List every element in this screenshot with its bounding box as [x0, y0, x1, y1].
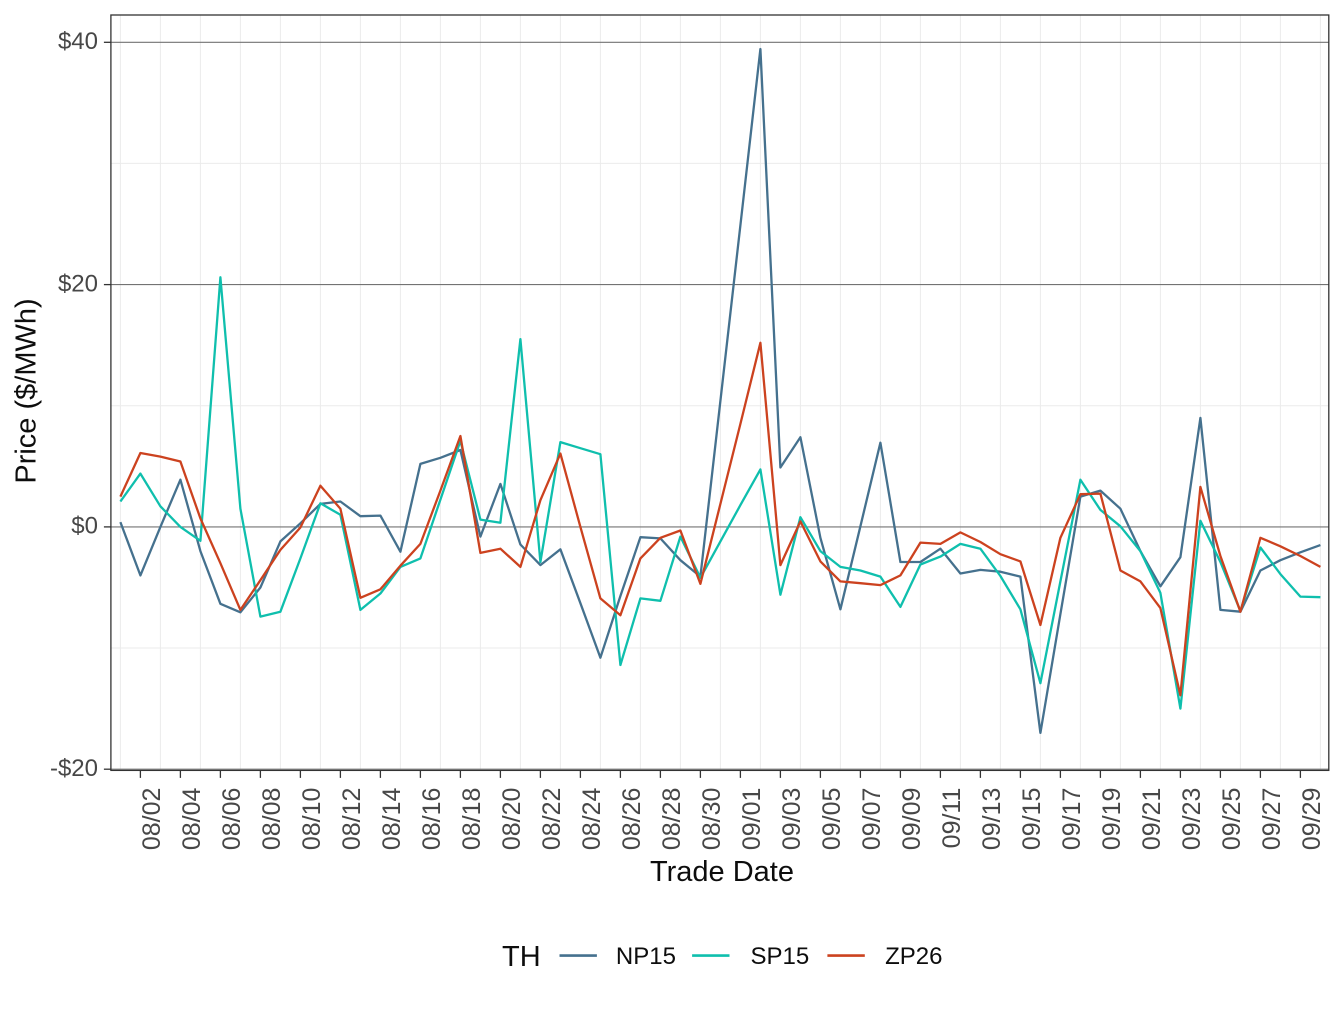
svg-text:09/19: 09/19 [1098, 788, 1126, 851]
svg-text:09/15: 09/15 [1018, 788, 1046, 851]
svg-text:09/13: 09/13 [978, 788, 1006, 851]
svg-text:09/17: 09/17 [1058, 788, 1086, 851]
svg-text:09/05: 09/05 [818, 788, 846, 851]
svg-text:ZP26: ZP26 [885, 943, 942, 970]
svg-text:09/09: 09/09 [898, 788, 926, 851]
svg-text:$0: $0 [71, 513, 98, 540]
svg-text:09/25: 09/25 [1218, 788, 1246, 851]
svg-text:08/04: 08/04 [178, 788, 206, 851]
svg-text:08/06: 08/06 [218, 788, 246, 851]
svg-text:09/29: 09/29 [1298, 788, 1326, 851]
svg-text:09/01: 09/01 [738, 788, 766, 851]
svg-text:08/22: 08/22 [538, 788, 566, 851]
svg-text:08/20: 08/20 [498, 788, 526, 851]
svg-text:-$20: -$20 [50, 755, 98, 782]
svg-text:08/28: 08/28 [658, 788, 686, 851]
svg-text:Price ($/MWh): Price ($/MWh) [11, 298, 43, 483]
svg-text:09/11: 09/11 [938, 788, 966, 849]
svg-text:08/14: 08/14 [378, 788, 406, 851]
svg-text:09/21: 09/21 [1138, 788, 1166, 851]
svg-text:TH: TH [502, 941, 541, 973]
svg-text:09/27: 09/27 [1258, 788, 1286, 851]
svg-text:SP15: SP15 [751, 943, 810, 970]
svg-text:NP15: NP15 [616, 943, 676, 970]
svg-text:08/16: 08/16 [418, 788, 446, 851]
svg-text:08/26: 08/26 [618, 788, 646, 851]
svg-text:Trade Date: Trade Date [650, 856, 794, 888]
svg-text:09/03: 09/03 [778, 788, 806, 851]
svg-text:08/18: 08/18 [458, 788, 486, 851]
svg-text:$20: $20 [58, 270, 98, 297]
svg-text:08/08: 08/08 [258, 788, 286, 851]
svg-text:09/23: 09/23 [1178, 788, 1206, 851]
svg-text:08/30: 08/30 [698, 788, 726, 851]
svg-text:08/12: 08/12 [338, 788, 366, 851]
svg-text:09/07: 09/07 [858, 788, 886, 851]
svg-text:$40: $40 [58, 28, 98, 55]
svg-text:08/02: 08/02 [138, 788, 166, 851]
svg-text:08/24: 08/24 [578, 788, 606, 851]
svg-text:08/10: 08/10 [298, 788, 326, 851]
